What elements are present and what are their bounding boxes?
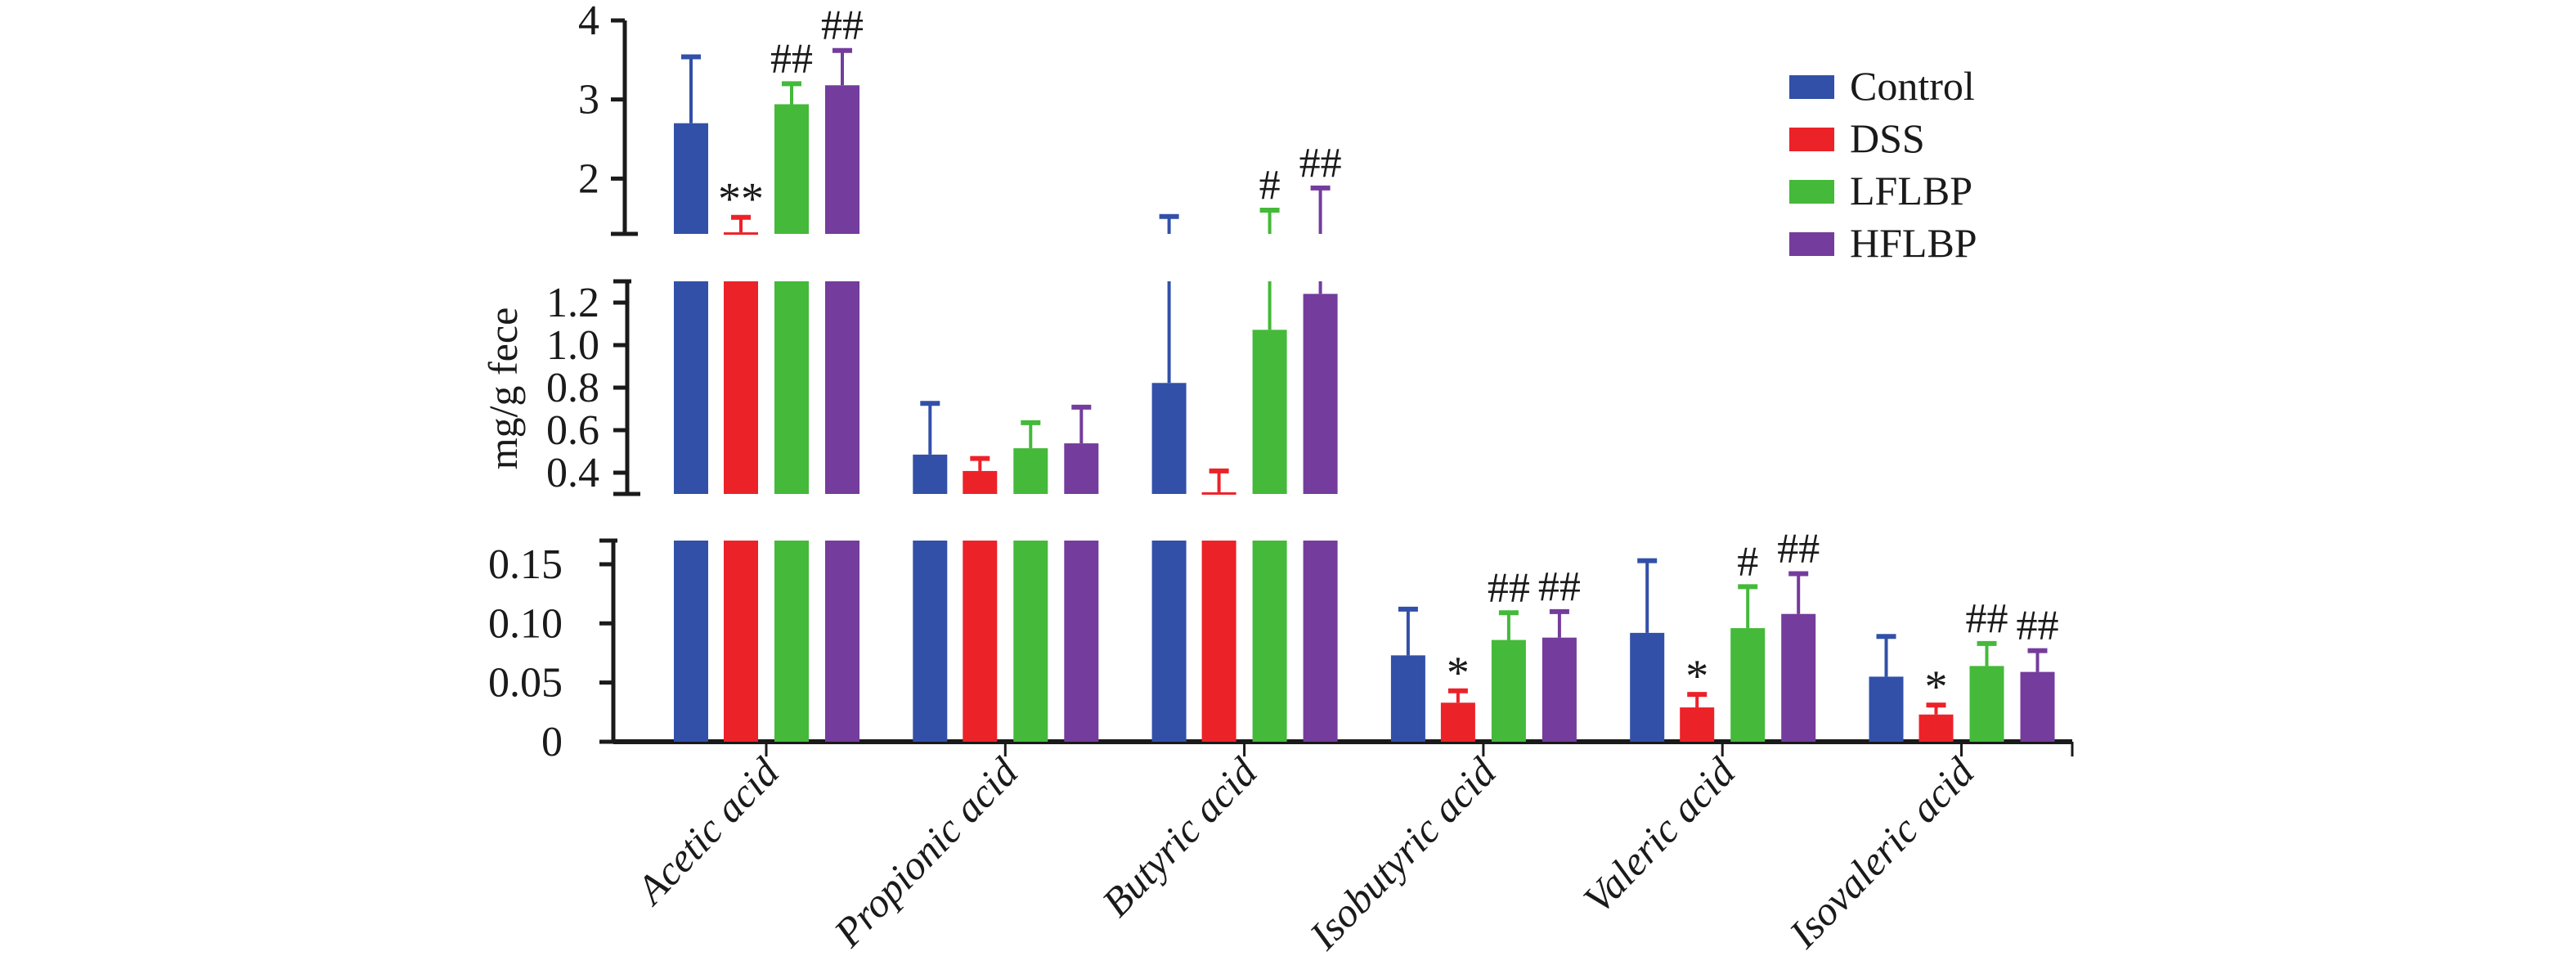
y-tick-label: 0.15 [488, 541, 563, 588]
x-tick-label: Propionic acid [824, 748, 1027, 956]
bar-dss [724, 281, 758, 494]
bar-dss [1680, 707, 1715, 742]
bar-lflbp [1252, 330, 1287, 494]
bar-control [913, 541, 948, 742]
bar-hflbp [1781, 613, 1816, 742]
y-tick-label: 1.2 [546, 280, 599, 326]
y-tick-label: 4 [578, 0, 599, 44]
x-tick-label: Isobutyric acid [1300, 748, 1506, 958]
bar-lflbp [1252, 541, 1287, 742]
bar-hflbp [1303, 294, 1338, 494]
x-tick-label: Isovaleric acid [1779, 748, 1983, 957]
significance-annotation: * [1925, 662, 1948, 712]
y-tick-label: 0.10 [488, 600, 563, 647]
bar-lflbp [774, 104, 809, 234]
legend-swatch-lflbp [1789, 180, 1834, 204]
bar-dss [963, 541, 998, 742]
legend-label-hflbp: HFLBP [1850, 220, 1977, 266]
bar-control [674, 123, 708, 234]
bar-control [1390, 655, 1425, 742]
bar-hflbp [1064, 443, 1099, 494]
significance-annotation: ## [1488, 564, 1530, 611]
bar-dss [1440, 702, 1475, 742]
y-tick-label: 2 [578, 155, 599, 202]
bar-control [674, 281, 708, 494]
legend: Control DSS LFLBP HFLBP [1789, 63, 1977, 266]
bar-control [1151, 541, 1187, 742]
significance-annotation: ## [1538, 563, 1581, 610]
bar-lflbp [1969, 666, 2004, 742]
bar-control [1151, 383, 1187, 494]
significance-annotation: ## [2017, 603, 2059, 649]
significance-annotation: ## [821, 2, 864, 49]
significance-annotation: ** [718, 174, 764, 225]
significance-annotation: ## [1966, 595, 2008, 642]
bar-lflbp [1730, 628, 1766, 742]
y-tick-label: 0.8 [546, 365, 599, 411]
bar-dss [1201, 541, 1236, 742]
bar-lflbp [1013, 448, 1048, 494]
significance-annotation: ## [1299, 140, 1342, 186]
significance-annotation: ## [770, 35, 813, 82]
significance-annotation: * [1447, 648, 1470, 698]
y-tick-label: 0.4 [546, 450, 599, 496]
bar-hflbp [825, 281, 859, 494]
bar-dss [724, 232, 758, 236]
significance-annotation: * [1685, 651, 1708, 702]
bar-hflbp [825, 85, 859, 235]
bar-hflbp [1064, 541, 1099, 742]
bar-dss [1919, 714, 1954, 742]
bar-hflbp [825, 541, 859, 742]
y-axis-label: mg/g fece [480, 307, 526, 470]
bar-dss [963, 470, 998, 494]
bar-lflbp [1013, 541, 1048, 742]
y-tick-label: 0.05 [488, 660, 563, 707]
legend-swatch-dss [1789, 128, 1834, 151]
bar-dss [1201, 491, 1236, 495]
legend-label-control: Control [1850, 63, 1975, 109]
y-tick-label: 0 [541, 719, 563, 765]
bar-dss [724, 541, 758, 742]
bars: *** * *################## [674, 2, 2059, 742]
legend-label-dss: DSS [1850, 115, 1925, 161]
x-tick-label: Valeric acid [1574, 748, 1744, 922]
x-tick-label: Acetic acid [626, 748, 788, 914]
x-tick-label: Butyric acid [1093, 748, 1267, 925]
bar-control [1630, 632, 1665, 742]
bar-lflbp [1491, 640, 1526, 742]
bar-control [674, 541, 708, 742]
legend-label-lflbp: LFLBP [1850, 168, 1972, 213]
bar-lflbp [774, 541, 809, 742]
y-tick-label: 0.6 [546, 407, 599, 454]
legend-swatch-control [1789, 75, 1834, 99]
y-tick-label: 3 [578, 77, 599, 123]
bar-lflbp [774, 281, 809, 494]
significance-annotation: ## [1777, 526, 1820, 572]
bar-control [913, 454, 948, 494]
y-tick-label: 1.0 [546, 322, 599, 369]
bar-control [1869, 676, 1904, 742]
significance-annotation: # [1737, 538, 1758, 585]
bar-hflbp [1542, 637, 1577, 742]
significance-annotation: # [1259, 162, 1281, 209]
legend-swatch-hflbp [1789, 232, 1834, 256]
bar-hflbp [2020, 671, 2055, 742]
bar-hflbp [1303, 541, 1338, 742]
